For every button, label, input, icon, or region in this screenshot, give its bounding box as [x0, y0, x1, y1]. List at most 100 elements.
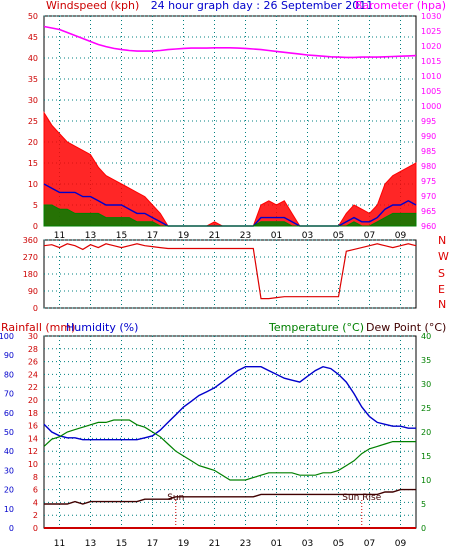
- baro-y-tick-label: 965: [421, 207, 436, 216]
- humidity-y-tick-label: 70: [4, 390, 14, 399]
- baro-y-tick-label: 1020: [421, 42, 441, 51]
- annotations-layer: Sun Sun Rise: [167, 493, 382, 528]
- baro-y-tick-label: 975: [421, 177, 436, 186]
- direction-y-tick-label: 180: [23, 270, 38, 279]
- barometer-series: [43, 25, 417, 59]
- humidity-y-tick-label: 30: [4, 466, 14, 475]
- rain-y-tick-label: 16: [28, 422, 38, 431]
- windspeed-axis-title: Windspeed (kph): [46, 0, 139, 12]
- compass-letter: N: [438, 298, 446, 311]
- humidity-y-tick-label: 0: [9, 524, 14, 533]
- baro-y-tick-label: 1025: [421, 27, 441, 36]
- temperature-y-tick-label: 30: [421, 380, 431, 389]
- x-tick-label: 15: [116, 231, 127, 241]
- humidity-y-tick-label: 100: [0, 332, 14, 341]
- x-tick-label: 07: [364, 539, 375, 549]
- direction-y-tick-label: 90: [28, 287, 38, 296]
- baro-y-tick-label: 1000: [421, 102, 441, 111]
- rain-y-tick-label: 4: [33, 498, 38, 507]
- rain-y-tick-label: 6: [33, 486, 38, 495]
- wind-direction-series: [43, 243, 417, 300]
- x-tick-label: 21: [209, 231, 220, 241]
- temperature-y-tick-label: 0: [421, 524, 426, 533]
- humidity-series: [43, 365, 416, 441]
- baro-y-tick-label: 1010: [421, 72, 441, 81]
- x-tick-label: 17: [147, 231, 158, 241]
- dewpoint-series: [44, 488, 416, 505]
- humidity-y-tick-label: 60: [4, 409, 14, 418]
- series-layer: [43, 25, 417, 529]
- barometer-axis-title: Barometer (hpa): [355, 0, 446, 12]
- rain-y-tick-label: 18: [28, 409, 38, 418]
- humidity-y-tick-label: 40: [4, 447, 14, 456]
- compass-letter: N: [438, 234, 446, 247]
- humidity-y-tick-label: 50: [4, 428, 14, 437]
- x-tick-label: 03: [302, 231, 313, 241]
- x-tick-label: 09: [395, 539, 407, 549]
- baro-y-tick-label: 990: [421, 132, 436, 141]
- temperature-y-tick-label: 25: [421, 404, 431, 413]
- wind-y-tick-label: 5: [33, 201, 38, 210]
- compass-letter: W: [438, 250, 449, 263]
- baro-y-tick-label: 1015: [421, 57, 441, 66]
- x-tick-label: 03: [302, 539, 313, 549]
- chart-title: 24 hour graph day : 26 September 2011: [151, 0, 374, 12]
- baro-y-tick-label: 985: [421, 147, 436, 156]
- x-tick-label: 09: [395, 231, 407, 241]
- rain-y-tick-label: 12: [28, 447, 38, 456]
- x-tick-label: 05: [333, 231, 344, 241]
- x-tick-label: 13: [85, 231, 96, 241]
- x-tick-label: 11: [54, 231, 65, 241]
- temperature-y-tick-label: 5: [421, 500, 426, 509]
- rain-y-tick-label: 2: [33, 511, 38, 520]
- temperature-y-tick-label: 10: [421, 476, 431, 485]
- wind-gust-series: [43, 110, 417, 227]
- wind-y-tick-label: 50: [28, 12, 38, 21]
- wind-y-tick-label: 45: [28, 33, 38, 42]
- baro-y-tick-label: 960: [421, 222, 436, 231]
- x-tick-label: 11: [54, 539, 65, 549]
- x-tick-label: 19: [178, 231, 190, 241]
- direction-y-tick-label: 0: [33, 304, 38, 313]
- compass-letter: E: [438, 283, 445, 296]
- rain-y-tick-label: 14: [28, 434, 38, 443]
- x-tick-label: 23: [240, 231, 251, 241]
- temperature-series: [43, 419, 416, 481]
- temperature-y-tick-label: 35: [421, 356, 431, 365]
- x-tick-label: 01: [271, 231, 282, 241]
- humidity-y-tick-label: 90: [4, 351, 14, 360]
- rain-y-tick-label: 0: [33, 524, 38, 533]
- baro-y-tick-label: 1005: [421, 87, 441, 96]
- dewpoint-axis-title: Dew Point (°C): [366, 321, 446, 334]
- wind-low-series: [43, 204, 417, 227]
- wind-y-tick-label: 30: [28, 96, 38, 105]
- baro-y-tick-label: 970: [421, 192, 436, 201]
- rain-y-tick-label: 26: [28, 358, 38, 367]
- wind-y-tick-label: 0: [33, 222, 38, 231]
- x-tick-label: 23: [240, 539, 251, 549]
- rainfall-axis-title: Rainfall (mm): [1, 321, 75, 334]
- x-tick-label: 21: [209, 539, 220, 549]
- rain-y-tick-label: 20: [28, 396, 38, 405]
- baro-y-tick-label: 980: [421, 162, 436, 171]
- x-tick-label: 05: [333, 539, 344, 549]
- rain-y-tick-label: 24: [28, 370, 38, 379]
- temperature-axis-title: Temperature (°C): [268, 321, 364, 334]
- humidity-y-tick-label: 10: [4, 505, 14, 514]
- sunset-annotation: Sun: [167, 493, 184, 503]
- wind-y-tick-label: 10: [28, 180, 38, 189]
- wind-y-tick-label: 15: [28, 159, 38, 168]
- baro-y-tick-label: 1030: [421, 12, 441, 21]
- grid-layer: [44, 15, 416, 529]
- x-tick-label: 07: [364, 231, 375, 241]
- wind-y-tick-label: 25: [28, 117, 38, 126]
- x-tick-label: 01: [271, 539, 282, 549]
- baro-y-tick-label: 995: [421, 117, 436, 126]
- humidity-y-tick-label: 80: [4, 370, 14, 379]
- rain-y-tick-label: 22: [28, 383, 38, 392]
- direction-y-tick-label: 360: [23, 236, 38, 245]
- x-tick-label: 17: [147, 539, 158, 549]
- rain-y-tick-label: 28: [28, 345, 38, 354]
